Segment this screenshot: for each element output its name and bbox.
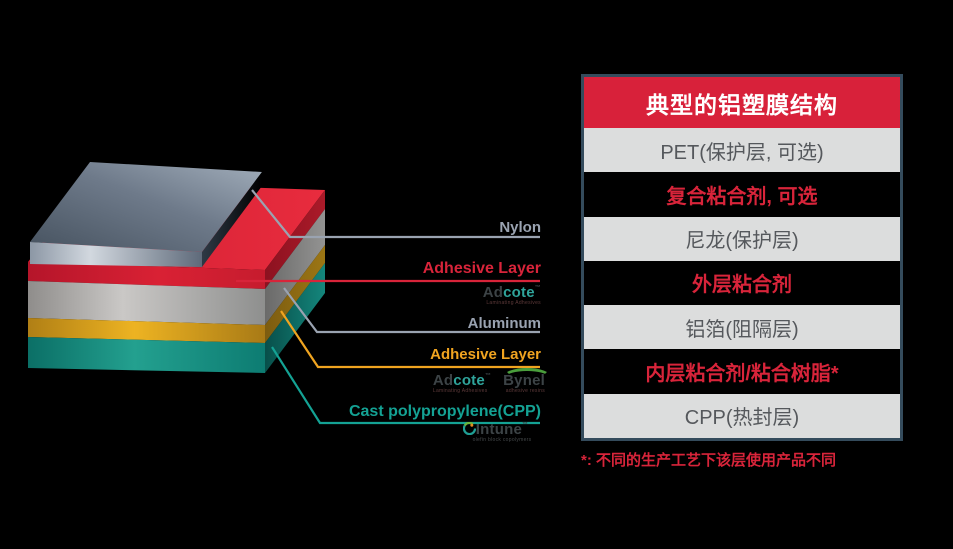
nylon-slab-top-face (30, 162, 262, 252)
intune-wordmark: Intune (475, 421, 522, 438)
table-title: 典型的铝塑膜结构 (584, 77, 900, 128)
structure-table: 典型的铝塑膜结构 PET(保护层, 可选) 复合粘合剂, 可选 尼龙(保护层) … (581, 74, 903, 441)
adcote-wordmark-dark: Ad (482, 284, 504, 301)
adcote-wordmark-teal: cote (503, 284, 535, 301)
adcote-logo: Adcote™ Laminating Adhesives (483, 285, 541, 306)
trademark-symbol: ™ (522, 422, 529, 428)
cpp-layer-front-face (28, 337, 265, 373)
aluminum-label: Aluminum (467, 315, 541, 332)
adhesive-inner-label: Adhesive Layer (430, 346, 541, 363)
aluminum-layer-front-face (28, 281, 265, 325)
adcote-logo: Adcote™ Laminating Adhesives (433, 373, 491, 394)
nylon-label: Nylon (499, 219, 541, 236)
adhesive-inner-leader-line (280, 310, 540, 369)
trademark-symbol: ™ (534, 285, 541, 291)
aluminum-leader-line (283, 287, 540, 334)
intune-swirl-icon (463, 422, 476, 435)
bynel-logo: Bynel adhesive resins (503, 368, 552, 394)
adcote-tagline: Laminating Adhesives (432, 388, 488, 394)
table-row-aluminum-foil: 铝箔(阻隔层) (584, 305, 900, 350)
adhesive-inner-layer-side-face (265, 245, 325, 343)
inner-adhesive-logos: Adcote™ Laminating Adhesives Bynel adhes… (433, 368, 552, 394)
bynel-tagline: adhesive resins (505, 388, 545, 394)
table-row-cpp: CPP(热封层) (584, 393, 900, 438)
adcote-wordmark-dark: Ad (432, 372, 454, 389)
cpp-label: Cast polypropylene(CPP) (348, 403, 541, 420)
table-row-lam-adhesive: 复合粘合剂, 可选 (584, 172, 900, 217)
nylon-leader-line (251, 189, 540, 239)
table-row-outer-adhesive: 外层粘合剂 (584, 260, 900, 306)
trademark-symbol: ™ (484, 373, 492, 379)
intune-tagline: olefin block copolymers (472, 437, 532, 443)
bynel-arc-icon (503, 368, 552, 386)
table-footnote: *: 不同的生产工艺下该层使用产品不同 (581, 452, 837, 469)
adhesive-outer-layer-side-face (265, 190, 325, 289)
nylon-slab-side-face (202, 172, 262, 267)
adhesive-inner-layer-front-face (28, 318, 265, 343)
intune-logo: Intune™ olefin block copolymers (463, 422, 541, 443)
adcote-tagline: Laminating Adhesives (486, 300, 541, 306)
table-row-pet: PET(保护层, 可选) (584, 128, 900, 173)
table-row-inner-adhesive: 内层粘合剂/粘合树脂* (584, 349, 900, 394)
cpp-layer-side-face (265, 263, 325, 373)
adhesive-outer-label: Adhesive Layer (422, 260, 541, 277)
adcote-wordmark-teal: cote (453, 372, 485, 389)
nylon-slab-front-face (30, 242, 202, 267)
table-row-nylon: 尼龙(保护层) (584, 216, 900, 261)
adhesive-outer-layer-front-face (28, 262, 265, 289)
